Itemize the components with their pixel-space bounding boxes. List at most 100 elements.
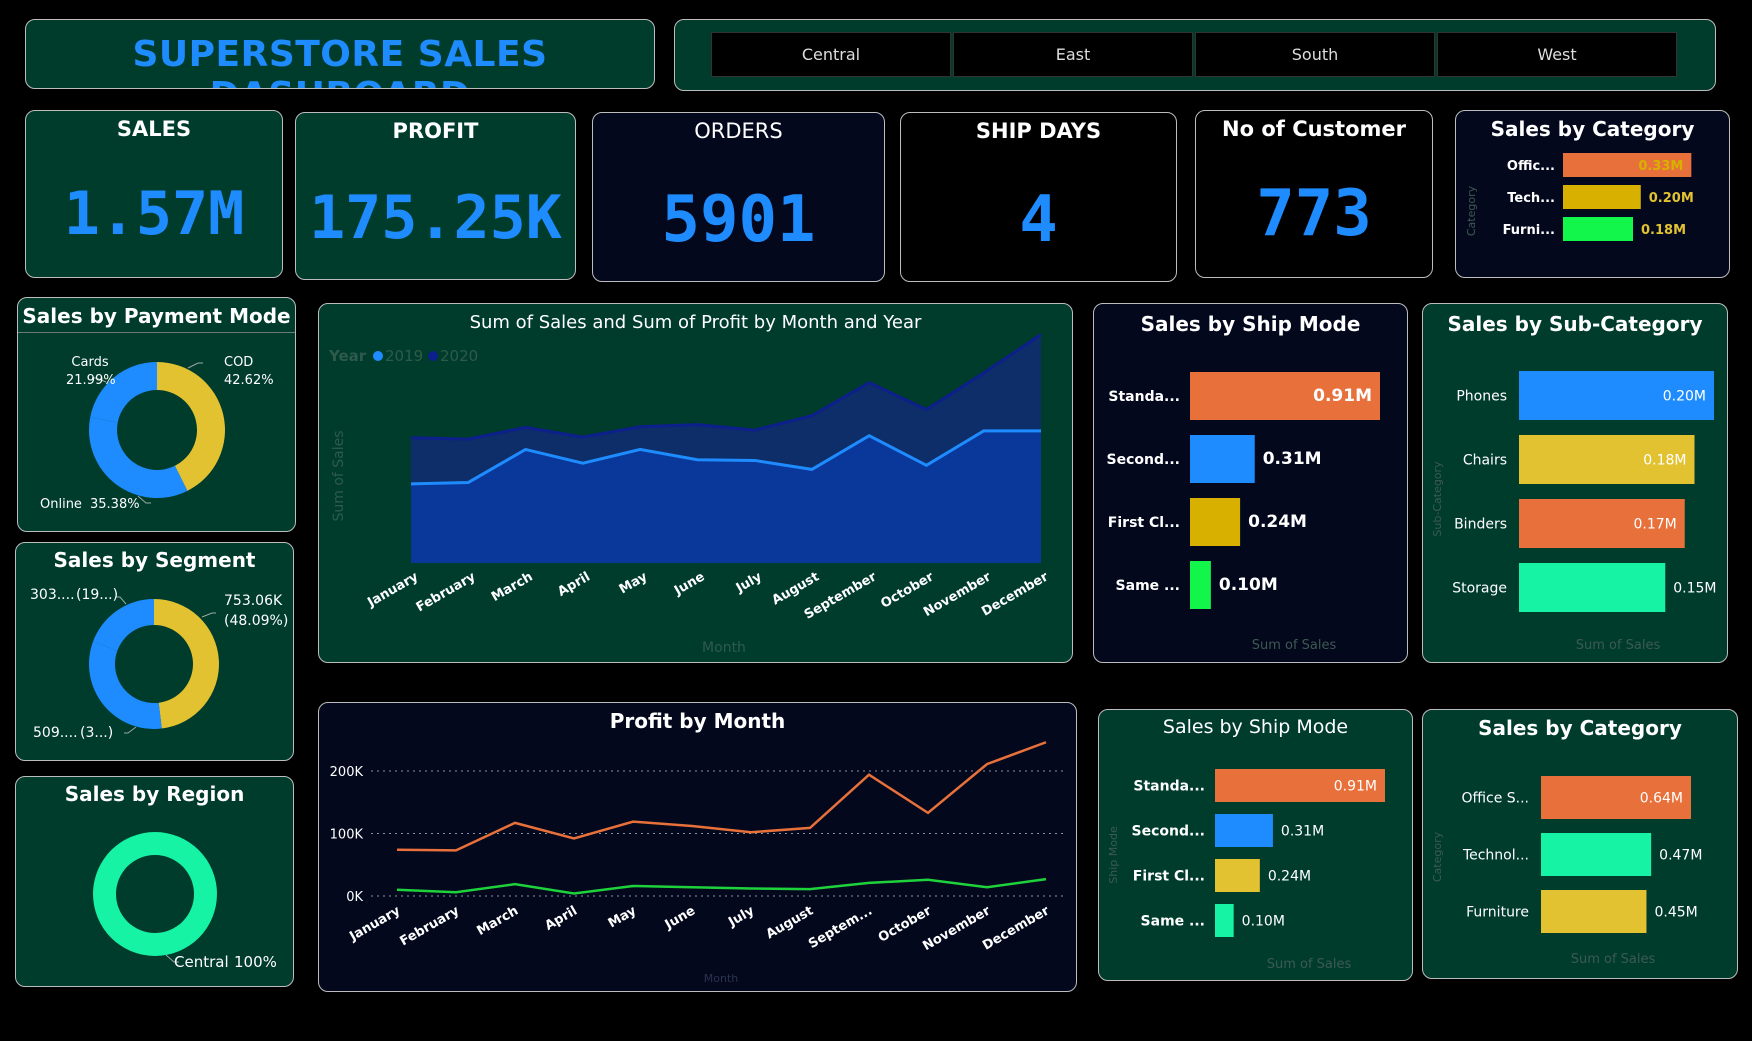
bar-category-label: Standa... <box>1133 779 1205 795</box>
bar <box>1190 372 1380 420</box>
y-axis-label: Category <box>1465 185 1478 236</box>
x-tick-label: July <box>725 903 757 930</box>
slice-value-label: 21.99% <box>66 373 116 388</box>
slice-value-label: 42.62% <box>224 373 274 388</box>
leader-line <box>165 954 179 963</box>
profit-month-panel: Profit by Month 200K 100K 0K January Februar… <box>318 702 1077 992</box>
shipmode-bottom-chart: Standa... 0.91M Second... 0.31M First Cl... 0… <box>1107 769 1385 972</box>
bar <box>1563 153 1692 177</box>
kpi-profit-value: 175.25K <box>309 183 562 253</box>
legend-label-2020: 2020 <box>440 347 478 365</box>
slice-value-label: 35.38% <box>90 497 140 512</box>
slicer-central[interactable]: Central <box>711 32 951 77</box>
leader-line <box>92 377 107 383</box>
bar-category-label: Technol... <box>1462 848 1529 864</box>
bar-data-label: 0.31M <box>1281 824 1324 840</box>
region-title: Sales by Region <box>64 782 245 806</box>
title-panel: SUPERSTORE SALES DASHBOARD <box>25 19 655 89</box>
bar-data-label: 0.15M <box>1673 581 1716 597</box>
kpi-customers-label: No of Customer <box>1222 117 1406 141</box>
slicer-east[interactable]: East <box>953 32 1193 77</box>
region-panel: Sales by Region Central 100% <box>15 776 294 987</box>
x-axis-label: Month <box>704 972 739 985</box>
bar <box>1215 859 1260 892</box>
bar-data-label: 0.18M <box>1641 223 1686 238</box>
line-series-2019 <box>410 429 1041 486</box>
bar <box>1541 890 1647 933</box>
bar <box>1190 435 1255 483</box>
x-axis-label: Sum of Sales <box>1571 952 1656 967</box>
bar-category-label: Standa... <box>1108 389 1180 405</box>
x-tick-label: February <box>398 903 463 949</box>
bar-data-label: 0.17M <box>1633 517 1676 533</box>
x-tick-label: May <box>606 903 640 931</box>
y-tick-label: 200K <box>330 765 364 780</box>
y-axis-label: Sub-Category <box>1431 461 1444 537</box>
slice-name-label: Central <box>174 953 229 971</box>
x-axis-label: Sum of Sales <box>1267 957 1352 972</box>
y-axis-label: Sum of Sales <box>331 430 347 521</box>
dashboard-title: SUPERSTORE SALES DASHBOARD <box>132 34 548 88</box>
legend-label-2019: 2019 <box>385 347 423 365</box>
x-tick-label: April <box>542 903 580 933</box>
category-top-chart: Offic... 0.33M Tech... 0.20M Furni... 0.18M Ca… <box>1465 153 1694 241</box>
donut-slice <box>157 362 225 491</box>
bar <box>1519 435 1695 484</box>
slicer-south[interactable]: South <box>1195 32 1435 77</box>
slice-value-label: (48.09%) <box>224 613 288 629</box>
line-series-2020 <box>410 333 1042 441</box>
bar <box>1190 498 1241 546</box>
x-tick-label: July <box>733 569 765 596</box>
x-tick-label: March <box>474 903 521 939</box>
x-tick-label: June <box>671 569 707 599</box>
bar-data-label: 0.31M <box>1263 449 1322 469</box>
subcategory-panel: Sales by Sub-Category Phones 0.20M Chairs 0… <box>1422 303 1728 663</box>
y-tick-label: 0K <box>346 890 363 905</box>
x-tick-label: June <box>662 903 698 933</box>
category-bottom-title: Sales by Category <box>1478 716 1682 740</box>
subcategory-title: Sales by Sub-Category <box>1447 312 1703 336</box>
kpi-profit-label: PROFIT <box>392 119 479 143</box>
bar-category-label: Binders <box>1454 517 1507 533</box>
slice-name-label: 303.... <box>30 587 75 603</box>
payment-chart: COD 42.62% Cards 21.99% Online 35.38% <box>40 355 274 512</box>
category-top-title: Sales by Category <box>1490 117 1695 141</box>
bar-category-label: Second... <box>1107 452 1180 468</box>
x-tick-label: Septem... <box>806 903 875 951</box>
bar-data-label: 0.47M <box>1659 848 1702 864</box>
bar-data-label: 0.64M <box>1640 791 1683 807</box>
subcategory-chart: Phones 0.20M Chairs 0.18M Binders 0.17M Storag… <box>1431 371 1717 653</box>
bar-category-label: Storage <box>1452 581 1507 597</box>
segment-title: Sales by Segment <box>53 548 256 572</box>
bar-category-label: Second... <box>1132 824 1205 840</box>
bar-category-label: Furniture <box>1466 905 1529 921</box>
x-tick-label: January <box>364 569 421 611</box>
bar <box>1215 814 1273 847</box>
bar-category-label: Chairs <box>1463 453 1507 469</box>
slice-name-label: Cards <box>71 355 108 370</box>
shipmode-top-chart: Standa... 0.91M Second... 0.31M First Cl... 0… <box>1107 372 1380 653</box>
bar <box>1541 833 1652 876</box>
slicer-west[interactable]: West <box>1437 32 1677 77</box>
profit-month-title: Profit by Month <box>609 709 786 733</box>
bar <box>1215 769 1385 802</box>
donut-slice <box>89 417 188 498</box>
bar-category-label: Offic... <box>1507 159 1555 174</box>
y-axis-label: Ship Mode <box>1107 826 1120 884</box>
sales-profit-panel: Sum of Sales and Sum of Profit by Month … <box>318 303 1073 663</box>
shipmode-bottom-title: Sales by Ship Mode <box>1162 716 1349 738</box>
region-slicer: Central East South West <box>674 19 1716 91</box>
bar-category-label: First Cl... <box>1108 515 1180 531</box>
bar-data-label: 0.20M <box>1663 389 1706 405</box>
x-tick-label: February <box>414 569 479 615</box>
x-axis-label: Month <box>702 640 746 656</box>
bar <box>1563 185 1641 209</box>
category-top-panel: Sales by Category Offic... 0.33M Tech... 0.… <box>1455 110 1730 278</box>
slice-value-label: (3...) <box>80 725 113 741</box>
x-axis-label: Sum of Sales <box>1576 638 1661 653</box>
slice-value-label: (19...) <box>76 587 118 603</box>
kpi-sales-value: 1.57M <box>63 179 245 249</box>
kpi-customers-card: No of Customer 773 <box>1195 110 1433 278</box>
x-tick-label: January <box>346 903 403 945</box>
